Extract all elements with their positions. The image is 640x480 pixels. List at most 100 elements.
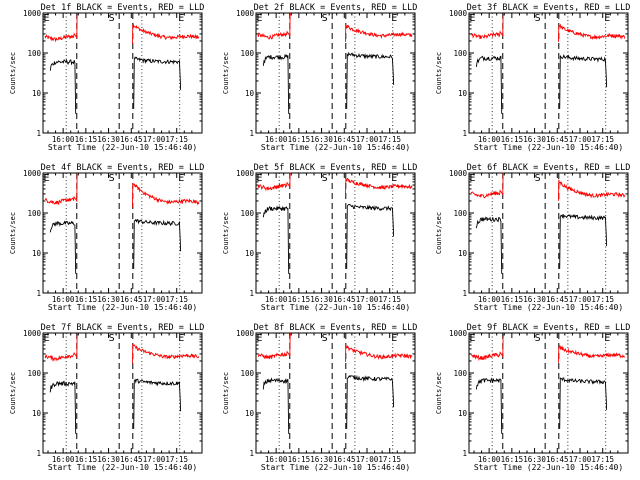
y-axis-label: Counts/sec bbox=[9, 212, 17, 254]
y-tick-label: 100 bbox=[240, 209, 254, 218]
y-tick-label: 100 bbox=[453, 369, 467, 378]
marker-label-e: E bbox=[469, 173, 475, 184]
marker-label-e: E bbox=[604, 173, 610, 184]
panel-det-6: Det 6f BLACK = Events, RED = LLD 1 10 100 10… bbox=[435, 163, 630, 312]
y-tick-label: 1 bbox=[36, 129, 41, 138]
plot-frame bbox=[42, 332, 203, 454]
x-tick-label: 16:30 bbox=[523, 455, 546, 464]
marker-label-s: S bbox=[322, 333, 328, 344]
x-tick-label: 17:15 bbox=[378, 295, 401, 304]
y-tick-label: 1 bbox=[462, 129, 467, 138]
x-tick-label: 16:15 bbox=[75, 135, 98, 144]
x-tick-label: 17:00 bbox=[569, 295, 592, 304]
x-axis-label: Start Time (22-Jun-10 15:46:40) bbox=[48, 303, 197, 312]
y-tick-label: 1000 bbox=[449, 169, 468, 178]
x-tick-label: 16:30 bbox=[97, 135, 120, 144]
panel-title: Det 1f BLACK = Events, RED = LLD bbox=[41, 3, 205, 13]
x-tick-label: 16:45 bbox=[120, 455, 143, 464]
y-axis-label: Counts/sec bbox=[435, 372, 443, 414]
y-tick-label: 10 bbox=[32, 409, 42, 418]
x-tick-label: 16:00 bbox=[265, 135, 288, 144]
series-events-segment-1 bbox=[262, 205, 290, 274]
x-tick-label: 16:45 bbox=[333, 455, 356, 464]
y-tick-label: 1000 bbox=[23, 329, 42, 338]
series-events-segment-1 bbox=[475, 55, 503, 114]
series-lld-segment-1 bbox=[44, 172, 79, 205]
series-lld-segment-1 bbox=[470, 172, 504, 199]
y-tick-label: 1 bbox=[462, 289, 467, 298]
y-tick-label: 10 bbox=[458, 409, 468, 418]
x-tick-label: 16:15 bbox=[288, 295, 311, 304]
marker-label-s: S bbox=[535, 13, 541, 24]
x-tick-label: 16:00 bbox=[478, 455, 501, 464]
x-tick-label: 16:15 bbox=[288, 135, 311, 144]
x-tick-label: 17:15 bbox=[165, 455, 188, 464]
plot-frame bbox=[255, 172, 416, 294]
y-tick-label: 1000 bbox=[449, 329, 468, 338]
panel-det-7: Det 7f BLACK = Events, RED = LLD 1 10 100 10… bbox=[9, 323, 204, 472]
plot-frame bbox=[468, 332, 629, 454]
series-lld-segment-1 bbox=[257, 12, 292, 40]
x-tick-label: 16:00 bbox=[52, 295, 75, 304]
marker-label-s: S bbox=[535, 173, 541, 184]
x-tick-label: 17:15 bbox=[165, 135, 188, 144]
marker-label-e: E bbox=[256, 13, 262, 24]
plot-frame bbox=[42, 12, 203, 134]
panel-title: Det 3f BLACK = Events, RED = LLD bbox=[467, 3, 631, 13]
y-tick-label: 10 bbox=[245, 249, 255, 258]
x-tick-label: 16:45 bbox=[120, 295, 143, 304]
x-tick-label: 16:00 bbox=[265, 295, 288, 304]
series-lld-segment-2 bbox=[132, 343, 200, 364]
y-axis-label: Counts/sec bbox=[435, 212, 443, 254]
series-events-segment-2 bbox=[133, 378, 182, 429]
x-tick-label: 17:15 bbox=[591, 295, 614, 304]
plot-frame bbox=[42, 172, 203, 294]
x-tick-label: 16:30 bbox=[523, 135, 546, 144]
series-lld-segment-1 bbox=[470, 332, 505, 362]
y-tick-label: 100 bbox=[27, 49, 41, 58]
panel-title: Det 7f BLACK = Events, RED = LLD bbox=[41, 323, 205, 333]
plot-frame bbox=[255, 332, 416, 454]
series-lld-segment-2 bbox=[345, 345, 413, 362]
x-tick-label: 17:15 bbox=[591, 135, 614, 144]
y-tick-label: 1000 bbox=[449, 9, 468, 18]
x-tick-label: 17:00 bbox=[143, 295, 166, 304]
y-tick-label: 10 bbox=[32, 249, 42, 258]
x-tick-label: 17:00 bbox=[143, 135, 166, 144]
panel-det-1: Det 1f BLACK = Events, RED = LLD 1 10 100 10… bbox=[9, 3, 204, 152]
x-tick-label: 16:45 bbox=[120, 135, 143, 144]
series-lld-segment-2 bbox=[132, 22, 200, 45]
x-tick-label: 17:00 bbox=[569, 455, 592, 464]
series-events-segment-1 bbox=[475, 216, 503, 274]
marker-label-e: E bbox=[178, 333, 184, 344]
x-tick-label: 16:00 bbox=[265, 455, 288, 464]
series-events-segment-1 bbox=[475, 377, 503, 434]
marker-label-e: E bbox=[604, 13, 610, 24]
panel-title: Det 8f BLACK = Events, RED = LLD bbox=[254, 323, 418, 333]
panel-det-8: Det 8f BLACK = Events, RED = LLD 1 10 100 10… bbox=[222, 323, 417, 472]
x-tick-label: 17:15 bbox=[378, 455, 401, 464]
plot-frame bbox=[468, 172, 629, 294]
y-tick-label: 10 bbox=[245, 89, 255, 98]
series-lld-segment-1 bbox=[257, 172, 291, 192]
x-tick-label: 16:45 bbox=[333, 295, 356, 304]
y-tick-label: 10 bbox=[32, 89, 42, 98]
x-axis-label: Start Time (22-Jun-10 15:46:40) bbox=[474, 143, 623, 152]
series-events-segment-2 bbox=[559, 54, 608, 109]
x-axis-label: Start Time (22-Jun-10 15:46:40) bbox=[474, 303, 623, 312]
panel-title: Det 6f BLACK = Events, RED = LLD bbox=[467, 163, 631, 173]
x-tick-label: 16:30 bbox=[523, 295, 546, 304]
series-events-segment-1 bbox=[49, 380, 77, 434]
series-lld-segment-1 bbox=[257, 332, 292, 359]
x-tick-label: 17:00 bbox=[143, 455, 166, 464]
x-tick-label: 16:15 bbox=[501, 455, 524, 464]
x-tick-label: 16:45 bbox=[546, 135, 569, 144]
y-axis-label: Counts/sec bbox=[9, 372, 17, 414]
y-tick-label: 100 bbox=[453, 209, 467, 218]
y-tick-label: 1 bbox=[36, 449, 41, 458]
series-events-segment-1 bbox=[49, 58, 77, 114]
y-tick-label: 100 bbox=[240, 49, 254, 58]
y-tick-label: 1000 bbox=[236, 329, 255, 338]
panel-title: Det 2f BLACK = Events, RED = LLD bbox=[254, 3, 418, 13]
marker-label-e: E bbox=[43, 333, 49, 344]
